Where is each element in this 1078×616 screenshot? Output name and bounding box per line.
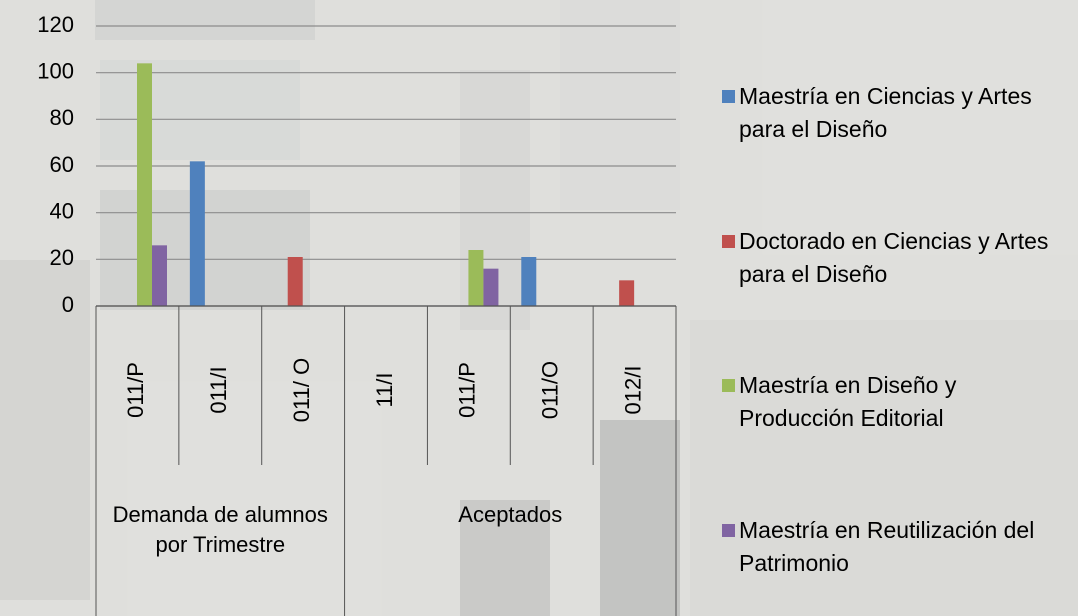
bar xyxy=(137,63,152,306)
legend-label: Maestría en Reutilización del Patrimonio xyxy=(739,514,1067,580)
bar xyxy=(288,257,303,306)
x-tick-label: 11/I xyxy=(372,372,397,407)
legend-swatch xyxy=(722,90,735,103)
legend-entry: Maestría en Reutilización del Patrimonio xyxy=(722,514,1067,580)
x-tick-label: 011/I xyxy=(206,366,231,413)
y-tick-label: 120 xyxy=(37,12,74,37)
legend-entry: Maestría en Ciencias y Artes para el Dis… xyxy=(722,80,1067,146)
bar xyxy=(483,269,498,306)
legend-label: Maestría en Diseño y Producción Editoria… xyxy=(739,369,1067,435)
x-tick-label: 011/O xyxy=(538,361,563,419)
x-tick-label: 011/P xyxy=(123,362,148,418)
bar xyxy=(521,257,536,306)
legend-label: Doctorado en Ciencias y Artes para el Di… xyxy=(739,225,1067,291)
x-tick-label: 011/P xyxy=(455,362,480,418)
y-tick-label: 40 xyxy=(50,198,74,223)
group-label: Demanda de alumnos por Trimestre xyxy=(106,500,335,560)
y-tick-label: 0 xyxy=(62,292,74,317)
legend-swatch xyxy=(722,235,735,248)
y-tick-label: 60 xyxy=(50,152,74,177)
y-tick-label: 80 xyxy=(50,105,74,130)
legend-entry: Maestría en Diseño y Producción Editoria… xyxy=(722,369,1067,435)
legend-label: Maestría en Ciencias y Artes para el Dis… xyxy=(739,80,1067,146)
legend-entry: Doctorado en Ciencias y Artes para el Di… xyxy=(722,225,1067,291)
y-tick-label: 20 xyxy=(50,245,74,270)
bar xyxy=(152,245,167,306)
x-tick-label: 011/ O xyxy=(289,358,314,422)
x-tick-label: 012/I xyxy=(620,366,645,415)
y-tick-label: 100 xyxy=(37,58,74,83)
legend: Maestría en Ciencias y Artes para el Dis… xyxy=(722,80,1067,580)
bar xyxy=(619,280,634,306)
bar xyxy=(190,161,205,306)
page: 0 20 40 60 80 100 120 011/P 011/I 011/ O 11/I 011/P… xyxy=(0,0,1078,616)
bar xyxy=(468,250,483,306)
legend-swatch xyxy=(722,524,735,537)
legend-swatch xyxy=(722,379,735,392)
group-label: Aceptados xyxy=(355,500,666,530)
